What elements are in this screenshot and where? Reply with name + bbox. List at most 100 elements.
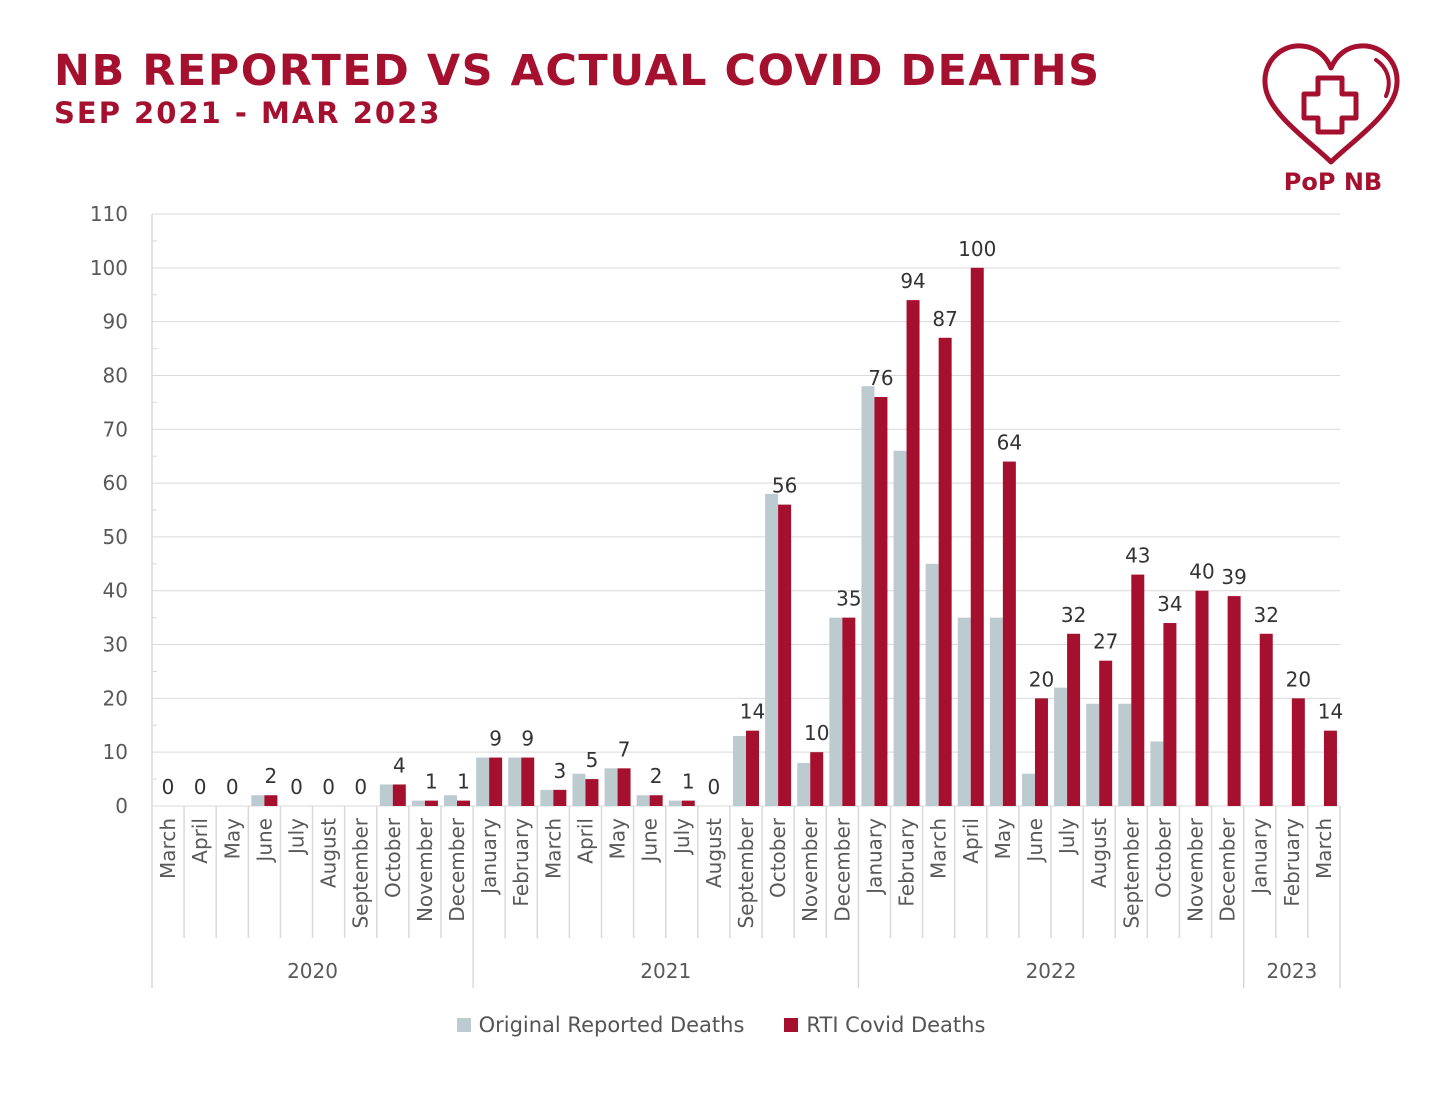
data-label: 0 — [708, 775, 721, 799]
x-tick-label: July — [1055, 818, 1079, 856]
data-label: 7 — [618, 737, 631, 761]
data-label: 10 — [804, 721, 829, 745]
legend-label-rti: RTI Covid Deaths — [806, 1013, 986, 1037]
legend-item-rti: RTI Covid Deaths — [784, 1013, 985, 1037]
bar-rti — [1195, 590, 1209, 806]
data-label: 0 — [354, 775, 367, 799]
data-label: 2 — [650, 764, 663, 788]
x-tick-label: June — [1023, 818, 1047, 864]
x-tick-label: February — [895, 818, 919, 907]
y-tick-label: 0 — [115, 794, 128, 818]
x-tick-label: November — [413, 817, 437, 922]
x-tick-label: March — [541, 818, 565, 879]
x-tick-label: April — [573, 818, 597, 864]
bar-original — [444, 795, 458, 806]
bar-original — [1118, 703, 1132, 806]
x-tick-label: September — [349, 817, 373, 928]
x-tick-label: June — [638, 818, 662, 864]
bar-rti — [1291, 698, 1305, 806]
x-tick-label: November — [798, 817, 822, 922]
bar-rti — [1323, 730, 1337, 806]
y-tick-label: 20 — [103, 686, 128, 710]
data-label: 35 — [836, 587, 861, 611]
y-tick-label: 110 — [90, 202, 128, 226]
heart-plus-icon — [1262, 43, 1400, 165]
bar-original — [476, 757, 490, 806]
bar-original — [251, 795, 265, 806]
y-tick-label: 60 — [103, 471, 128, 495]
data-label: 20 — [1286, 667, 1311, 691]
x-tick-label: November — [1184, 817, 1208, 922]
bar-original — [765, 493, 779, 806]
bar-original — [508, 757, 522, 806]
bar-original — [925, 563, 939, 806]
x-tick-label: July — [284, 818, 308, 856]
legend-item-original: Original Reported Deaths — [456, 1013, 745, 1037]
chart-subtitle: SEP 2021 - MAR 2023 — [54, 96, 442, 130]
data-label: 76 — [868, 366, 893, 390]
x-tick-label: October — [1151, 817, 1175, 898]
data-label: 4 — [393, 753, 406, 777]
x-tick-label: March — [156, 818, 180, 879]
data-label: 32 — [1254, 603, 1279, 627]
data-label: 14 — [1318, 700, 1343, 724]
data-label: 0 — [226, 775, 239, 799]
bar-rti — [392, 784, 406, 806]
data-label: 39 — [1221, 565, 1246, 589]
bar-original — [861, 386, 875, 806]
data-label: 100 — [958, 237, 996, 261]
data-label: 43 — [1125, 544, 1150, 568]
x-tick-label: September — [1119, 817, 1143, 928]
data-label: 5 — [586, 748, 599, 772]
x-tick-label: May — [220, 818, 244, 860]
x-tick-label: March — [1312, 818, 1336, 879]
bar-rti — [681, 800, 695, 806]
bar-original — [540, 789, 554, 806]
bar-original — [989, 617, 1003, 806]
data-label: 64 — [997, 431, 1022, 455]
data-label: 1 — [682, 770, 695, 794]
x-tick-label: February — [509, 818, 533, 907]
x-tick-label: July — [670, 818, 694, 856]
x-tick-label: December — [1216, 817, 1240, 921]
bar-rti — [585, 779, 599, 806]
legend-label-original: Original Reported Deaths — [478, 1013, 745, 1037]
bar-rti — [842, 617, 856, 806]
data-label: 34 — [1157, 592, 1182, 616]
bar-rti — [457, 800, 471, 806]
year-group-label: 2021 — [640, 959, 691, 983]
x-tick-label: December — [445, 817, 469, 921]
y-tick-label: 50 — [103, 525, 128, 549]
bar-rti — [810, 752, 824, 806]
data-label: 87 — [932, 307, 957, 331]
data-label: 1 — [457, 770, 470, 794]
data-label: 0 — [290, 775, 303, 799]
bar-original — [572, 773, 586, 806]
bar-rti — [1099, 660, 1113, 806]
x-tick-label: February — [1280, 818, 1304, 907]
bar-rti — [553, 789, 567, 806]
x-tick-label: January — [1248, 818, 1272, 896]
bar-original — [829, 617, 843, 806]
bar-rti — [424, 800, 438, 806]
x-tick-label: April — [188, 818, 212, 864]
legend-swatch-rti — [784, 1018, 799, 1032]
bar-original — [1054, 687, 1068, 806]
logo-text: PoP NB — [1283, 168, 1383, 196]
x-tick-label: May — [991, 818, 1015, 860]
bar-original — [411, 800, 425, 806]
y-tick-label: 100 — [90, 256, 128, 280]
bar-original — [1086, 703, 1100, 806]
chart-legend: Original Reported Deaths RTI Covid Death… — [0, 1013, 1442, 1037]
data-label: 20 — [1029, 667, 1054, 691]
bar-rti — [1034, 698, 1048, 806]
x-tick-label: April — [959, 818, 983, 864]
bar-original — [1021, 773, 1035, 806]
x-tick-label: January — [477, 818, 501, 896]
x-tick-label: October — [381, 817, 405, 898]
y-tick-label: 40 — [103, 579, 128, 603]
bar-rti — [1259, 633, 1273, 806]
y-tick-label: 30 — [103, 633, 128, 657]
data-label: 32 — [1061, 603, 1086, 627]
